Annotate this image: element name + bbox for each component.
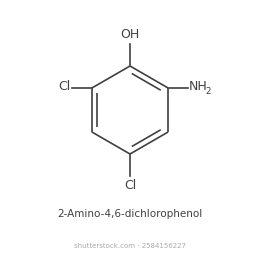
Text: Cl: Cl [58,80,70,93]
Text: 2-Amino-4,6-dichlorophenol: 2-Amino-4,6-dichlorophenol [57,209,203,219]
Text: 2: 2 [206,87,211,96]
Text: Cl: Cl [124,179,136,192]
Text: OH: OH [120,28,140,41]
Text: NH: NH [189,80,208,93]
Text: shutterstock.com · 2584156227: shutterstock.com · 2584156227 [74,243,186,249]
